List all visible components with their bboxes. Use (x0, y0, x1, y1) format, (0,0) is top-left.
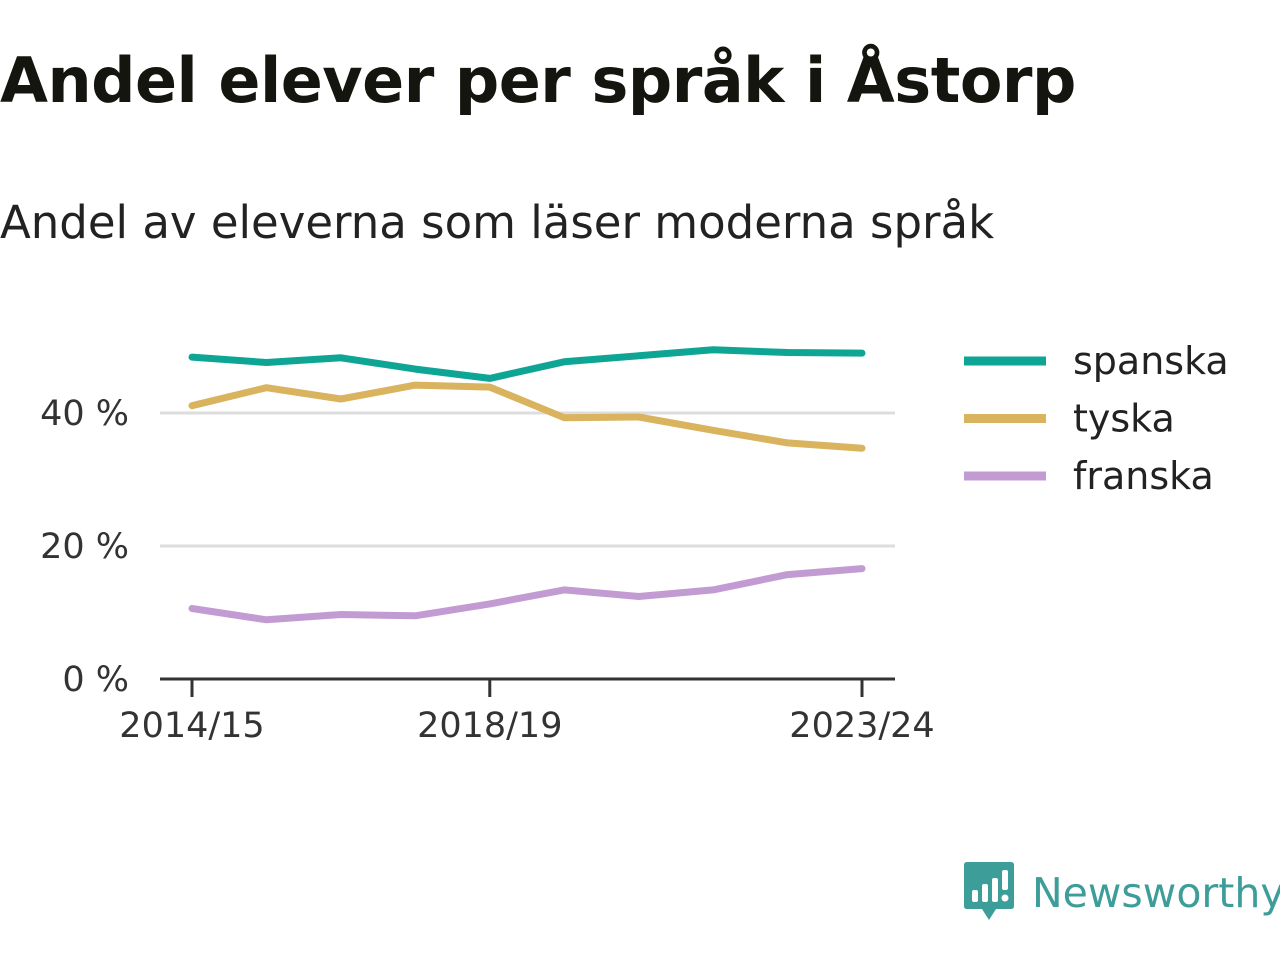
series-line-franska (188, 565, 866, 624)
legend-label-tyska: tyska (1073, 397, 1175, 441)
series-line-spanska (188, 346, 866, 382)
legend-label-franska: franska (1073, 454, 1214, 498)
y-tick-label: 20 % (40, 527, 129, 567)
series-line-tyska (188, 381, 866, 452)
gridlines (160, 411, 895, 548)
series-lines (188, 346, 866, 624)
legend-label-spanska: spanska (1073, 339, 1229, 383)
y-axis-labels: 0 % 20 % 40 % (40, 394, 129, 700)
x-tick-label: 2023/24 (789, 706, 934, 746)
chart-subtitle: Andel av eleverna som läser moderna språ… (0, 196, 995, 249)
y-tick-label: 40 % (40, 394, 129, 434)
x-tick-label: 2014/15 (119, 706, 264, 746)
x-tick-label: 2018/19 (417, 706, 562, 746)
newsworthy-logo-icon (964, 862, 1014, 920)
chart-title: Andel elever per språk i Åstorp (0, 44, 1076, 117)
x-axis-labels: 2014/15 2018/19 2023/24 (119, 706, 934, 746)
brand-name: Newsworthy (1032, 869, 1280, 917)
y-tick-label: 0 % (62, 660, 129, 700)
newsworthy-brand: Newsworthy (964, 862, 1280, 924)
x-axis (160, 677, 895, 697)
legend: spanska tyska franska (964, 339, 1229, 498)
